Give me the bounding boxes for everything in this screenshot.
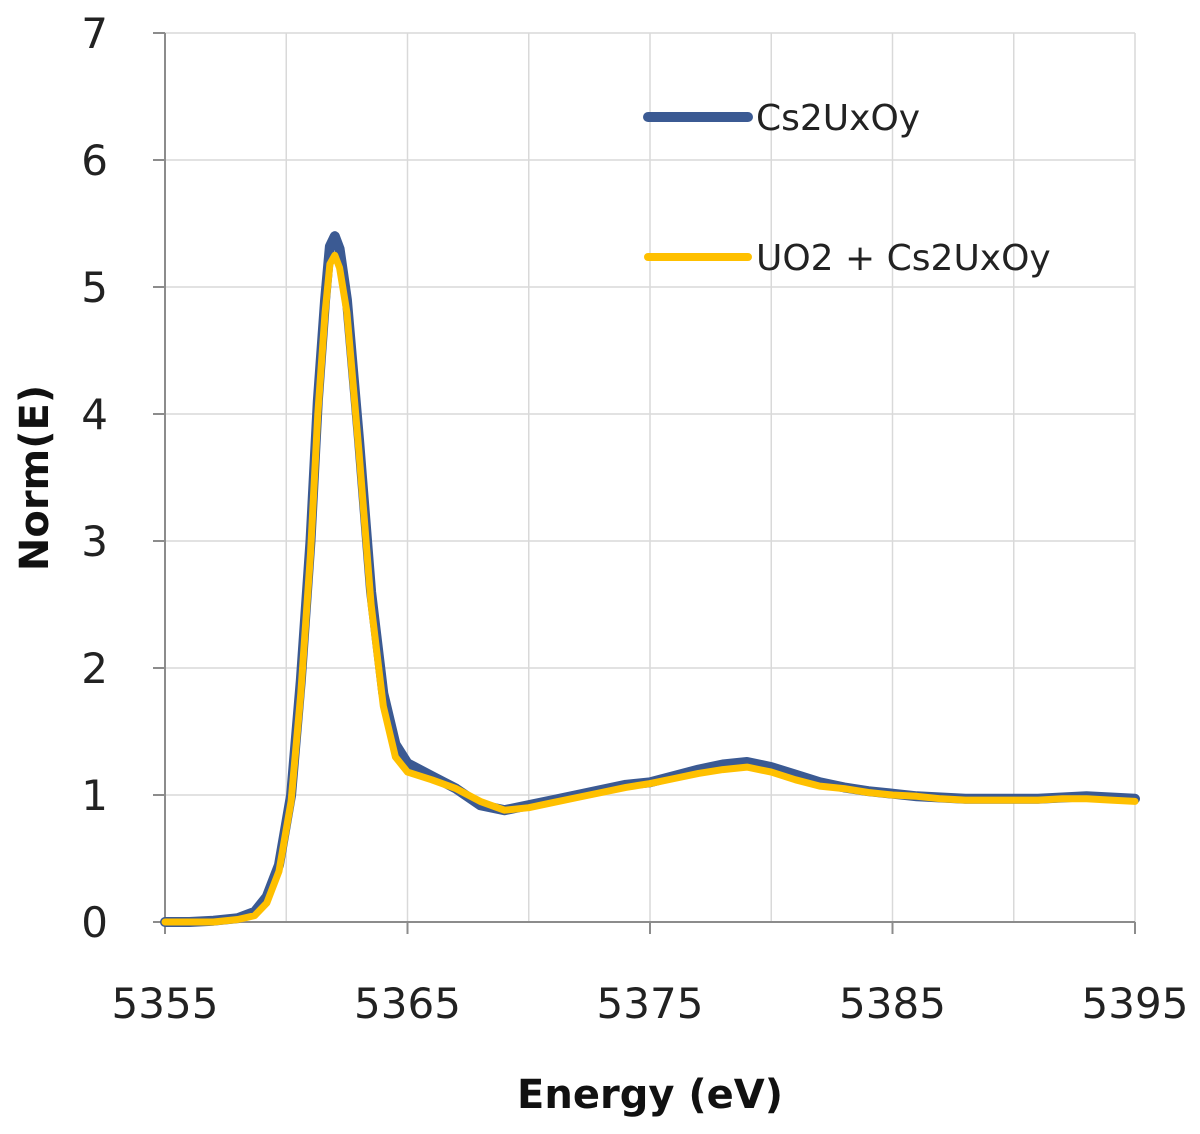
x-tick-label: 5365	[354, 979, 461, 1028]
series-lines	[160, 231, 1140, 927]
x-axis-title: Energy (eV)	[517, 1072, 783, 1118]
x-tick-label: 5395	[1082, 979, 1189, 1028]
x-tick-label: 5375	[597, 979, 704, 1028]
y-tick-label: 4	[81, 390, 108, 439]
y-tick-label: 5	[81, 263, 108, 312]
y-tick-label: 2	[81, 644, 108, 693]
legend-label: UO2 + Cs2UxOy	[756, 238, 1051, 279]
legend-label: Cs2UxOy	[756, 98, 920, 139]
series-line-2	[161, 251, 1139, 926]
y-tick-labels: 0 1 2 3 4 5 6 7	[81, 9, 108, 947]
y-tick-label: 6	[81, 136, 108, 185]
y-tick-label: 3	[81, 517, 108, 566]
y-tick-label: 7	[81, 9, 108, 58]
y-axis-title: Norm(E)	[12, 385, 58, 571]
y-tick-label: 0	[81, 898, 108, 947]
legend: Cs2UxOy UO2 + Cs2UxOy	[643, 98, 1051, 279]
y-tick-label: 1	[81, 771, 108, 820]
x-tick-label: 5355	[112, 979, 219, 1028]
axes	[153, 32, 1136, 934]
x-tick-label: 5385	[839, 979, 946, 1028]
x-tick-labels: 5355 5365 5375 5385 5395	[112, 979, 1189, 1028]
